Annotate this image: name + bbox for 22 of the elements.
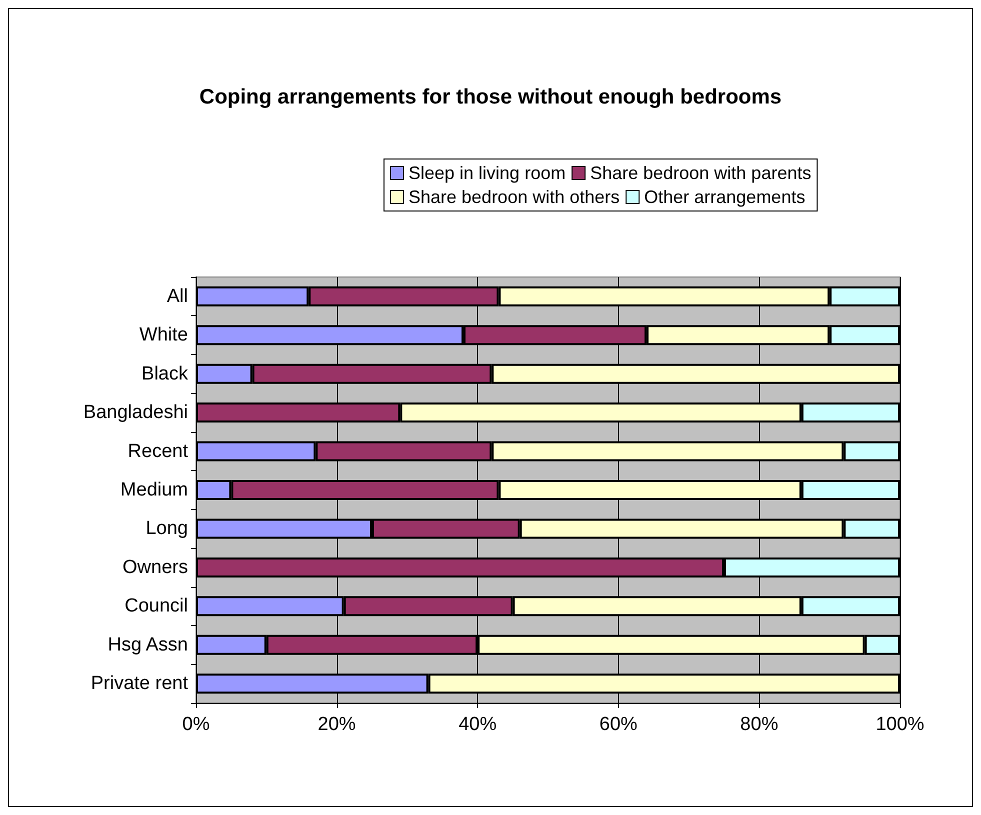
y-tick-label: Recent [128, 440, 189, 462]
y-tick-label: Bangladeshi [83, 402, 188, 424]
x-tick-label: 20% [318, 714, 356, 735]
y-tick-label: Council [124, 596, 188, 617]
x-tick-label: 80% [740, 714, 778, 735]
y-tick-label: Private rent [90, 673, 189, 694]
x-tick-label: 0% [182, 714, 210, 735]
legend-label: Share bedroon with parents [590, 163, 812, 183]
y-tick-label: White [139, 324, 188, 346]
y-tick-label: Hsg Assn [108, 634, 188, 656]
y-tick-label: Black [142, 363, 188, 384]
legend-label: Share bedroon with others [408, 187, 620, 207]
x-tick-label: 60% [599, 714, 638, 735]
x-tick-label: 40% [458, 714, 497, 735]
x-tick-label: 100% [876, 714, 924, 735]
chart-title: Coping arrangements for those without enough bedrooms [199, 86, 782, 108]
y-tick-label: Medium [120, 480, 188, 500]
y-tick-label: Owners [122, 556, 188, 578]
y-tick-label: All [166, 286, 188, 307]
legend-label: Other arrangements [644, 187, 806, 207]
y-tick-label: Long [146, 518, 188, 540]
legend-label: Sleep in living room [408, 163, 566, 183]
